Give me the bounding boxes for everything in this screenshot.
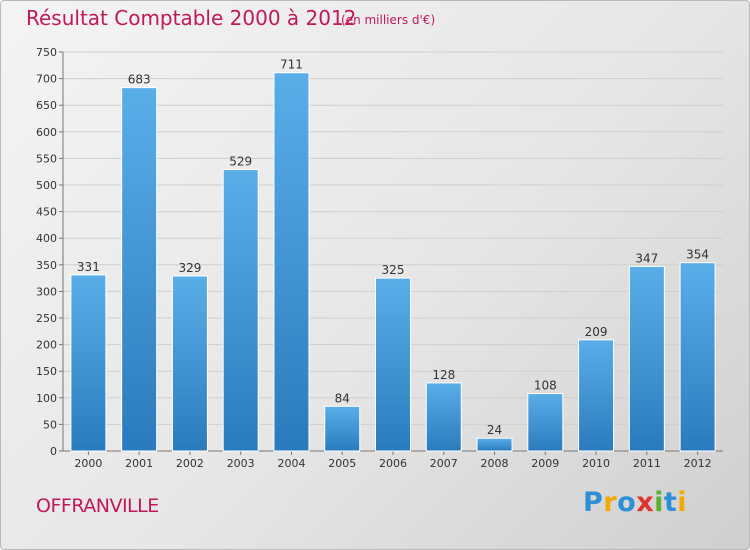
value-label: 128 [432,368,455,382]
x-tick-label: 2011 [633,457,661,470]
y-tick-label: 250 [36,312,57,325]
value-label: 331 [77,260,100,274]
y-tick-label: 700 [36,73,57,86]
x-tick-label: 2007 [430,457,458,470]
x-tick-label: 2006 [379,457,407,470]
bar-2007 [425,382,462,452]
x-tick-label: 2002 [176,457,204,470]
axes: 0 50 100 150 200 250 300 350 400 450 500 550 600 650 7… [36,46,723,458]
bar-2001 [121,87,158,452]
value-label: 711 [280,58,303,72]
data-labels: 331 2000 683 2001 329 2002 529 2003 711 2004 84 200… [74,58,711,470]
bar-2003 [222,169,259,452]
bar-2010 [578,339,615,452]
value-label: 325 [382,263,405,277]
y-tick-label: 100 [36,392,57,405]
y-tick-label: 450 [36,206,57,219]
logo-letter: r [603,487,618,518]
y-tick-label: 50 [43,418,57,431]
logo-letter: x [636,487,655,518]
y-tick-label: 500 [36,179,57,192]
bars [70,72,716,452]
y-tick-label: 650 [36,99,57,112]
bar-2005 [324,405,361,452]
logo-letter: i [677,487,688,518]
bar-2006 [375,277,411,452]
value-label: 24 [487,423,502,437]
y-tick-label: 300 [36,285,57,298]
bar-2012 [679,262,716,452]
bar-2004 [273,72,310,452]
bar-2000 [70,274,107,452]
value-label: 529 [229,155,252,169]
y-tick-label: 600 [36,126,57,139]
bar-2008 [476,437,513,452]
value-label: 347 [635,251,658,265]
x-tick-label: 2008 [481,457,509,470]
x-tick-label: 2003 [227,457,255,470]
value-label: 354 [686,248,709,262]
bar-2011 [628,265,665,452]
proxiti-logo: Proxiti [583,487,687,518]
logo-letter: t [663,487,678,518]
y-tick-label: 550 [36,152,57,165]
bar-2002 [171,275,208,452]
logo-letter: o [617,487,637,518]
y-tick-label: 750 [36,46,57,59]
logo-letter: i [654,487,664,518]
value-label: 683 [128,73,151,87]
chart-subtitle: (en milliers d'€) [341,13,436,27]
place-name: OFFRANVILLE [36,495,159,517]
logo-letter: P [583,487,604,518]
bar-2009 [527,393,564,452]
y-tick-label: 200 [36,339,57,352]
x-tick-label: 2009 [531,457,559,470]
value-label: 329 [178,261,201,275]
x-tick-label: 2010 [582,457,610,470]
x-tick-label: 2004 [277,457,305,470]
x-tick-label: 2000 [74,457,102,470]
y-tick-label: 350 [36,259,57,272]
y-tick-label: 400 [36,232,57,245]
chart-title: Résultat Comptable 2000 à 2012 [26,6,357,30]
x-tick-label: 2012 [684,457,712,470]
value-label: 108 [534,379,557,393]
value-label: 209 [585,325,608,339]
x-tick-label: 2001 [125,457,153,470]
value-label: 84 [335,391,350,405]
y-tick-label: 150 [36,365,57,378]
x-tick-label: 2005 [328,457,356,470]
y-tick-label: 0 [50,445,57,458]
